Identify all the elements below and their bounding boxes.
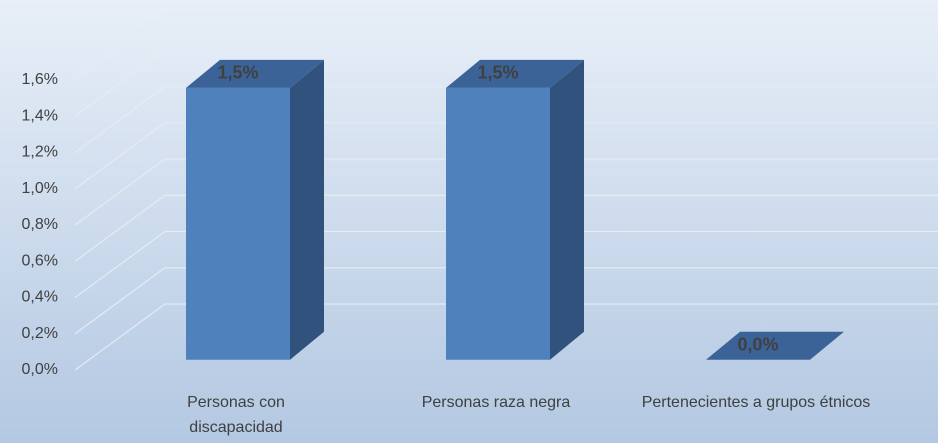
- bar-side: [290, 59, 324, 360]
- grid-line: [74, 13, 938, 81]
- bar-top: [446, 59, 584, 88]
- value-label: 0,0%: [737, 335, 778, 355]
- bar-side: [550, 59, 584, 360]
- bar-front: [446, 87, 550, 360]
- grid-line: [74, 194, 938, 262]
- y-tick-label: 0,0%: [22, 361, 58, 378]
- y-tick-label: 0,2%: [22, 325, 58, 342]
- y-tick-label: 0,8%: [22, 216, 58, 233]
- bar: [186, 59, 324, 360]
- grid-line: [74, 303, 938, 371]
- y-tick-label: 1,0%: [22, 180, 58, 197]
- x-tick-label: Pertenecientes a grupos étnicos: [641, 394, 871, 411]
- y-tick-label: 1,2%: [22, 144, 58, 161]
- grid-line: [74, 122, 938, 190]
- bar: [706, 331, 844, 360]
- grid-line: [74, 49, 938, 117]
- x-tick-label: Personas con discapacidad: [187, 394, 285, 436]
- y-tick-label: 1,6%: [22, 71, 58, 88]
- bar-top: [186, 59, 324, 88]
- y-tick-label: 0,4%: [22, 289, 58, 306]
- bar-top: [706, 331, 844, 360]
- grid-line: [74, 158, 938, 226]
- grid-line: [74, 267, 938, 335]
- bar: [446, 59, 584, 360]
- bar-front: [186, 87, 290, 360]
- grid-line: [74, 85, 938, 153]
- x-tick-label: Personas raza negra: [421, 394, 571, 411]
- value-label: 1,5%: [217, 63, 258, 83]
- grid-line: [74, 230, 938, 298]
- value-label: 1,5%: [477, 63, 518, 83]
- y-tick-label: 1,4%: [22, 107, 58, 124]
- y-tick-label: 0,6%: [22, 252, 58, 269]
